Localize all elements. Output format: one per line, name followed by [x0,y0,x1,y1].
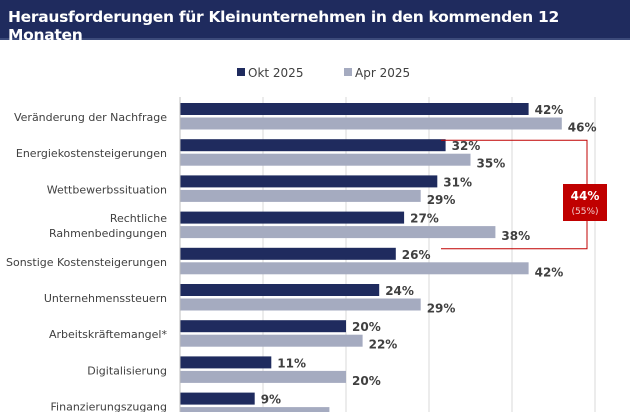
bar-okt [180,103,529,115]
legend-label: Apr 2025 [355,66,410,80]
value-label: 18% [335,410,364,412]
bar-apr [180,334,363,347]
legend-swatch [344,68,352,76]
category-label: Digitalisierung [87,364,167,377]
value-label: 20% [352,374,381,388]
value-label: 35% [477,157,506,171]
bar-okt [180,284,380,296]
legend-label: Okt 2025 [248,66,303,80]
bar-okt [180,175,438,188]
category-label: Rechtliche [110,212,167,225]
value-label: 9% [261,393,281,407]
bar-okt [180,356,272,369]
category-label: Veränderung der Nachfrage [14,111,167,124]
value-label: 46% [568,121,597,135]
annotation-box [563,184,607,221]
bar-apr [180,370,346,383]
value-label: 38% [501,229,530,243]
category-label: Wettbewerbssituation [47,183,167,196]
value-label: 29% [427,193,456,207]
header-bar: Herausforderungen für Kleinunternehmen i… [0,0,630,44]
page-title: Herausforderungen für Kleinunternehmen i… [8,8,559,44]
category-label: Arbeitskräftemangel* [49,328,168,341]
bar-okt [180,392,255,405]
value-label: 22% [369,338,398,352]
bar-apr [180,226,496,239]
legend-swatch [237,68,245,76]
value-label: 29% [427,302,456,316]
bar-apr [180,262,529,275]
bar-apr [180,407,330,412]
bar-okt [180,139,446,152]
value-label: 26% [402,248,431,262]
bar-apr [180,117,562,130]
category-label: Rahmenbedingungen [49,227,167,240]
annotation-sub: (55%) [571,207,598,217]
bar-apr [180,298,421,311]
category-label: Sonstige Kostensteigerungen [6,256,167,269]
value-label: 42% [535,103,564,117]
value-label: 11% [277,356,306,370]
bar-apr [180,153,471,166]
bar-apr [180,189,421,202]
value-label: 32% [452,139,481,153]
category-label: Energiekostensteigerungen [16,147,167,160]
value-label: 31% [443,175,472,189]
value-label: 42% [535,265,564,279]
bar-okt [180,211,405,224]
bar-okt [180,247,396,260]
value-label: 20% [352,320,381,334]
bar-okt [180,320,346,333]
category-label: Unternehmenssteuern [44,292,167,305]
category-label: Finanzierungszugang [51,401,167,412]
annotation-value: 44% [571,189,600,203]
value-label: 24% [385,284,414,298]
value-label: 27% [410,212,439,226]
